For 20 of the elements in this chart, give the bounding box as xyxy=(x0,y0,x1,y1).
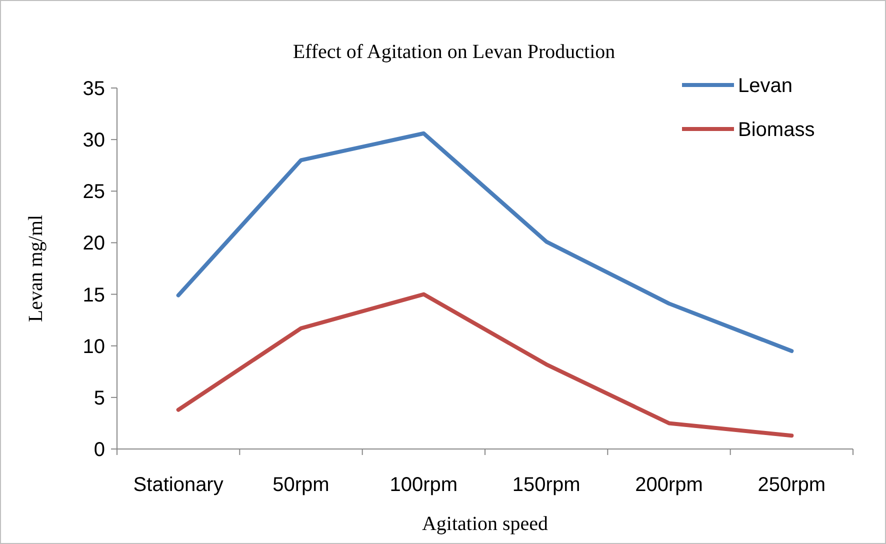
x-tick-label: 100rpm xyxy=(390,474,458,496)
x-tick-label: 150rpm xyxy=(512,474,580,496)
y-tick-label: 30 xyxy=(82,130,105,152)
line-series xyxy=(176,292,794,438)
y-tick-label: 10 xyxy=(82,336,105,358)
y-tick-label: 15 xyxy=(82,284,105,306)
x-axis-title: Agitation speed xyxy=(422,513,548,535)
y-tick-label: 20 xyxy=(82,232,105,255)
legend-label: Biomass xyxy=(738,119,815,141)
x-tick-label: 50rpm xyxy=(272,474,330,496)
y-tick-label: 0 xyxy=(94,439,105,461)
x-tick-label: 250rpm xyxy=(758,474,826,496)
x-tick-label: Stationary xyxy=(133,474,224,496)
legend-label: Levan xyxy=(738,75,792,97)
y-axis-title: Levan mg/ml xyxy=(25,214,47,322)
y-tick-label: 25 xyxy=(82,181,105,204)
chart-title: Effect of Agitation on Levan Production xyxy=(292,41,616,63)
x-tick-label: 200rpm xyxy=(635,474,703,496)
y-tick-label: 35 xyxy=(82,78,105,100)
y-tick-label: 5 xyxy=(94,387,105,410)
